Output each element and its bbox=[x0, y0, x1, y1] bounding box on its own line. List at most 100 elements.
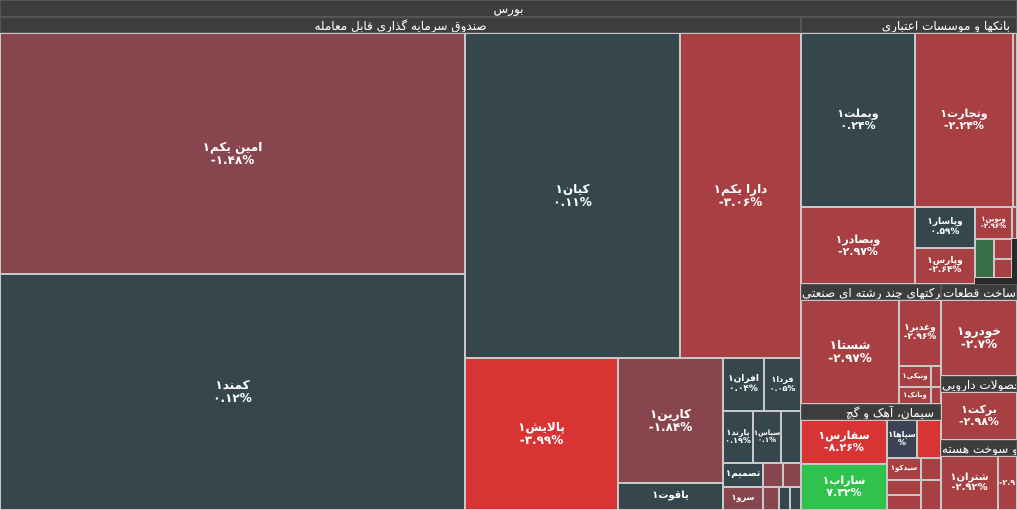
tile-name: دارا یکم۱ bbox=[713, 181, 768, 196]
tile-cement-small[interactable] bbox=[887, 480, 921, 495]
tile-sepaha[interactable]: سپاها۱ % bbox=[887, 420, 917, 458]
tile-karin[interactable]: کارین۱ -۱.۸۴% bbox=[618, 358, 723, 483]
tile-change: -۲.۹۸% bbox=[959, 415, 999, 428]
tile-cement-small[interactable] bbox=[887, 495, 921, 510]
tile-change: ۷.۳۲% bbox=[826, 486, 862, 499]
tile-vnovin[interactable]: ونوین۱ -۲.۹۶% bbox=[975, 207, 1012, 239]
tile-bank-small[interactable] bbox=[994, 239, 1012, 259]
tile-vabsader[interactable]: وبصادر۱ -۲.۹۷% bbox=[801, 207, 915, 284]
tile-name: ونوین۱ bbox=[981, 214, 1006, 223]
sector-header-multi[interactable]: شرکتهای چند رشته ای صنعتی bbox=[801, 284, 941, 300]
tile-change: -۲.۹۶% bbox=[980, 222, 1007, 230]
tile-vatejarat[interactable]: وتجارت۱ -۲.۲۴% bbox=[915, 33, 1013, 207]
tile-name: سپاها۱ bbox=[888, 429, 916, 439]
tile-change: ۰.۱۲% bbox=[213, 391, 252, 405]
tile-change: -۲.۹۶% bbox=[903, 332, 937, 342]
tile-name: پارند۱ bbox=[726, 427, 750, 437]
tile-multi-small[interactable] bbox=[931, 366, 941, 387]
tile-cement-small[interactable] bbox=[921, 458, 941, 480]
tile-name: تصمیم۱ bbox=[725, 469, 761, 480]
tile-cement-small[interactable] bbox=[921, 480, 941, 510]
tile-change: -۸.۲۶% bbox=[824, 441, 864, 454]
tile-vparsian[interactable]: وپارس۱ -۲.۶۴% bbox=[915, 248, 975, 284]
tile-name: کمند۱ bbox=[215, 378, 250, 393]
tile-safars[interactable]: سفارس۱ -۸.۲۶% bbox=[801, 420, 887, 464]
tile-etf-small[interactable] bbox=[781, 411, 801, 463]
tile-name: ساراب۱ bbox=[822, 474, 866, 488]
sector-header-auto[interactable]: ساخت قطعات bbox=[941, 284, 1017, 300]
tile-name: وپاسار۱ bbox=[927, 217, 963, 228]
tile-vbank[interactable]: وبانک۱ bbox=[899, 387, 931, 404]
tile-name: وپارس۱ bbox=[927, 255, 963, 266]
sector-header-fuel[interactable]: کک و سوخت هسته bbox=[941, 440, 1017, 456]
tile-change: ۰.۱% bbox=[757, 436, 777, 444]
tile-etf-small[interactable] bbox=[779, 487, 790, 510]
tile-afran[interactable]: افران۱ ۰.۰۴% bbox=[723, 358, 764, 411]
tile-bank-small[interactable] bbox=[994, 259, 1012, 278]
tile-change: ۰.۲۴% bbox=[840, 119, 876, 132]
tile-etf-small[interactable] bbox=[783, 463, 801, 487]
tile-barekat[interactable]: برکت۱ -۲.۹۸% bbox=[941, 392, 1017, 440]
tile-name: وتجارت۱ bbox=[940, 107, 988, 121]
tile-name: امین یکم۱ bbox=[202, 139, 263, 154]
tile-change: ۰.۰۵% bbox=[769, 383, 796, 393]
tile-bank-small[interactable] bbox=[1012, 207, 1017, 239]
tile-name: سرو۱ bbox=[731, 493, 755, 503]
tile-change: ۰.۱۱% bbox=[553, 194, 592, 209]
tile-name: سیدکو۱ bbox=[890, 464, 918, 473]
tile-name: سفارس۱ bbox=[818, 429, 870, 443]
tile-vpasargad[interactable]: وپاسار۱ ۰.۵۹% bbox=[915, 207, 975, 248]
tile-sarv[interactable]: سرو۱ bbox=[723, 487, 763, 510]
tile-name: پالایش۱ bbox=[518, 420, 565, 435]
tile-kamand[interactable]: کمند۱ ۰.۱۲% bbox=[0, 274, 465, 510]
tile-vaghadir[interactable]: وغدیر۱ -۲.۹۶% bbox=[899, 300, 941, 366]
tile-bank-small[interactable] bbox=[1013, 33, 1017, 207]
tile-name: افران۱ bbox=[728, 374, 759, 385]
sector-header-banks[interactable]: بانکها و موسسات اعتباری bbox=[801, 17, 1017, 33]
tile-parand[interactable]: پارند۱ ۰.۱۹% bbox=[723, 411, 753, 463]
tile-name: یاقوت۱ bbox=[652, 490, 689, 502]
tile-change: % bbox=[897, 438, 906, 447]
tile-change: ۰.۱۹% bbox=[725, 436, 751, 445]
tile-name: شستا۱ bbox=[829, 338, 871, 353]
tile-etf-small[interactable] bbox=[790, 487, 801, 510]
tile-name: برکت۱ bbox=[961, 403, 997, 417]
tile-name: کارین۱ bbox=[649, 406, 692, 421]
tile-etf-small[interactable] bbox=[763, 463, 783, 487]
tile-vanik[interactable]: ونیکی۱ bbox=[899, 366, 931, 387]
tile-name: کیان۱ bbox=[555, 181, 590, 196]
tile-vabmellat[interactable]: وبملت۱ ۰.۲۴% bbox=[801, 33, 915, 207]
tile-etf-small[interactable] bbox=[763, 487, 779, 510]
tile-khodro[interactable]: خودرو۱ -۲.۷% bbox=[941, 300, 1017, 376]
tile-sidco[interactable]: سیدکو۱ bbox=[887, 458, 921, 480]
tile-change: -۲.۹۷% bbox=[838, 244, 878, 258]
tile-shasta[interactable]: شستا۱ -۲.۹۷% bbox=[801, 300, 899, 404]
sector-header-etf[interactable]: صندوق سرمایه گذاری قابل معامله bbox=[0, 17, 801, 33]
tile-change: -۲.۲۴% bbox=[944, 119, 984, 132]
tile-fuel-edge[interactable]: -۲.۹ bbox=[998, 456, 1017, 510]
tile-amin-yekom[interactable]: امین یکم۱ -۱.۴۸% bbox=[0, 33, 465, 274]
tile-palayesh[interactable]: پالایش۱ -۳.۹۹% bbox=[465, 358, 618, 510]
tile-dara-yekom[interactable]: دارا یکم۱ -۳.۰۶% bbox=[680, 33, 801, 358]
tile-name: وبصادر۱ bbox=[835, 232, 881, 246]
tile-name: سپاس۱ bbox=[753, 428, 781, 437]
tile-change: -۲.۹۲% bbox=[951, 482, 988, 493]
sector-header-cement[interactable]: سیمان، آهک و گچ bbox=[801, 404, 941, 420]
tile-tasmim[interactable]: تصمیم۱ bbox=[723, 463, 763, 487]
tile-shetran[interactable]: شتران۱ -۲.۹۲% bbox=[941, 456, 998, 510]
tile-kian[interactable]: کیان۱ ۰.۱۱% bbox=[465, 33, 680, 358]
tile-name: وغدیر۱ bbox=[904, 322, 936, 333]
tile-name: شتران۱ bbox=[950, 471, 989, 483]
sector-header-pharma[interactable]: محصولات دارویی bbox=[941, 376, 1017, 392]
tile-multi-small[interactable] bbox=[931, 387, 941, 404]
market-title: بورس bbox=[0, 0, 1017, 17]
tile-sipas[interactable]: سپاس۱ ۰.۱% bbox=[753, 411, 781, 463]
tile-name: وبملت۱ bbox=[837, 107, 879, 121]
tile-sarab[interactable]: ساراب۱ ۷.۳۲% bbox=[801, 464, 887, 510]
tile-yaghut[interactable]: یاقوت۱ bbox=[618, 483, 723, 510]
tile-farda[interactable]: فردا۱ ۰.۰۵% bbox=[764, 358, 801, 411]
tile-change: -۲.۹۷% bbox=[828, 351, 872, 365]
tile-name: فردا۱ bbox=[771, 375, 794, 385]
tile-cement-small[interactable] bbox=[917, 420, 941, 458]
tile-bank-small[interactable] bbox=[975, 239, 994, 278]
